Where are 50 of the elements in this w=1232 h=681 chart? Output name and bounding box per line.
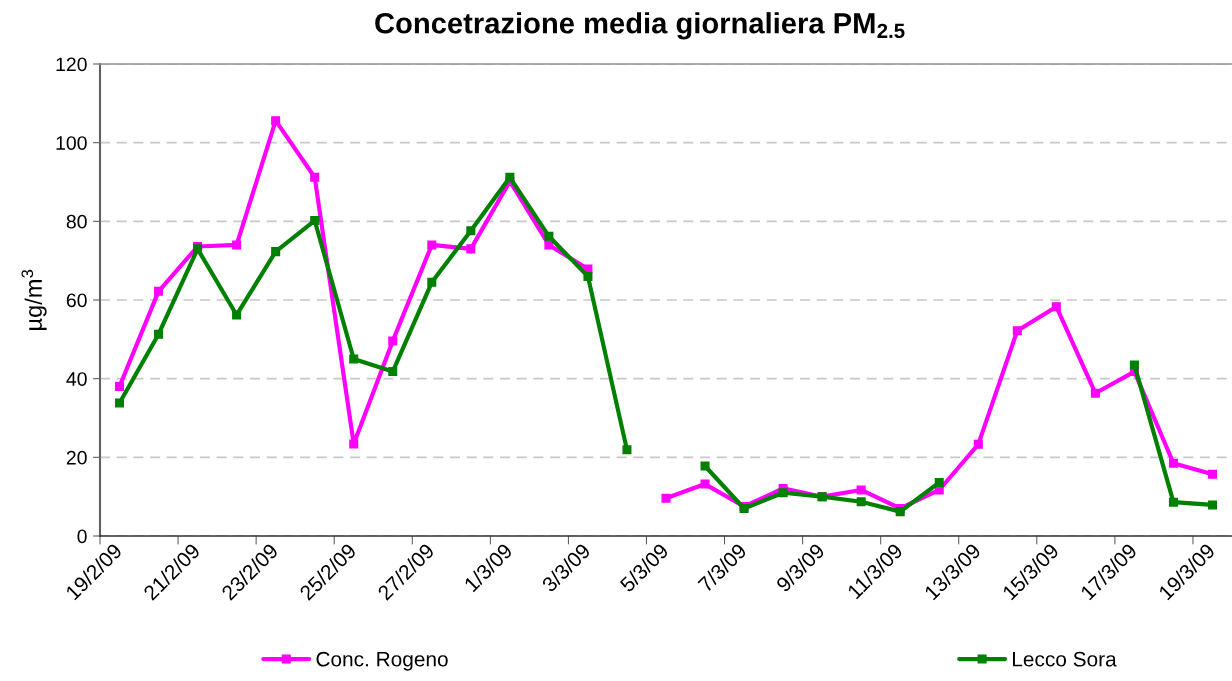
- point: [466, 226, 476, 236]
- point: [1129, 360, 1139, 370]
- point: [115, 382, 125, 392]
- point: [1207, 469, 1217, 479]
- point: [1051, 302, 1061, 312]
- point: [973, 439, 983, 449]
- y-tick-label: 80: [66, 214, 87, 229]
- point: [622, 445, 632, 455]
- point: [934, 477, 944, 488]
- point: [505, 172, 515, 182]
- point: [466, 244, 476, 254]
- point: [310, 216, 320, 226]
- point: [895, 507, 905, 517]
- point: [154, 329, 164, 339]
- point: [310, 172, 320, 182]
- point: [271, 247, 281, 257]
- point: [1168, 458, 1178, 468]
- point: [661, 493, 671, 503]
- point: [154, 286, 164, 296]
- point: [1168, 497, 1178, 507]
- y-axis-title: µg/m$^{3}$: [21, 269, 47, 330]
- point: [1012, 326, 1022, 336]
- point: [349, 439, 359, 449]
- legend-label: Conc. Rogeno: [316, 651, 448, 671]
- point: [232, 240, 242, 250]
- point: [700, 479, 710, 489]
- point: [271, 116, 281, 126]
- y-tick-label: 40: [66, 372, 87, 386]
- y-tick-label: 60: [66, 293, 87, 308]
- point: [232, 310, 242, 320]
- point: [1207, 500, 1217, 510]
- chart-title: Concetrazione media giornaliera PM$_{2.5}$: [375, 12, 905, 40]
- point: [388, 367, 398, 377]
- y-tick-label: 120: [56, 57, 87, 72]
- point: [115, 398, 125, 408]
- point: [1090, 388, 1100, 398]
- point: [427, 277, 437, 287]
- point: [544, 231, 554, 241]
- point: [583, 271, 593, 281]
- point: [700, 461, 710, 471]
- legend-label: Lecco Sora: [1012, 651, 1117, 667]
- point: [427, 240, 437, 250]
- point: [856, 497, 866, 507]
- y-tick-label: 0: [77, 529, 87, 544]
- y-tick-label: 100: [56, 136, 87, 150]
- point: [856, 485, 866, 495]
- y-tick-label: 20: [66, 450, 87, 465]
- point: [349, 354, 359, 364]
- point: [778, 488, 788, 498]
- point: [388, 336, 398, 346]
